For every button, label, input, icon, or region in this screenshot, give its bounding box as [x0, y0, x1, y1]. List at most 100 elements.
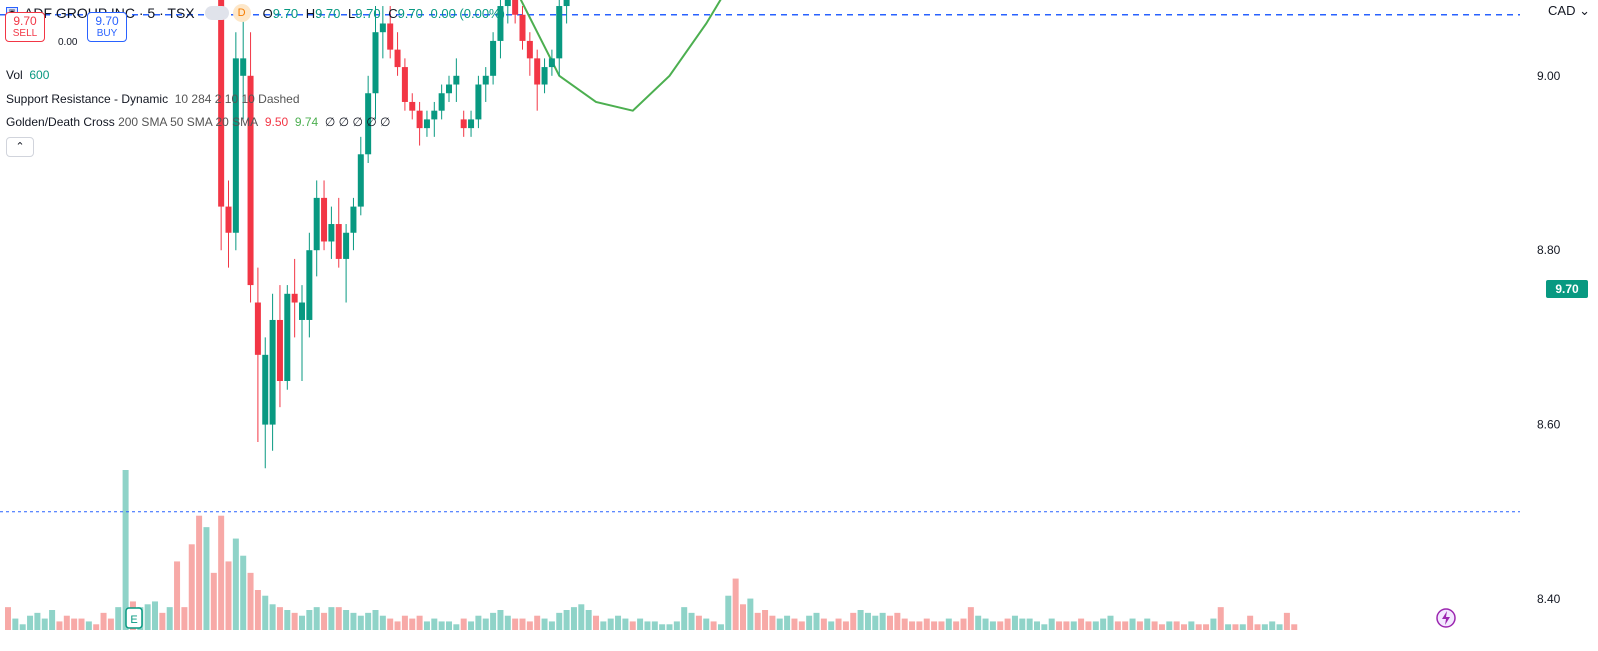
volume-bar [276, 607, 283, 630]
volume-bar [1210, 618, 1217, 630]
volume-bar [174, 561, 181, 630]
volume-bar [960, 618, 967, 630]
earnings-badge[interactable]: E [125, 607, 143, 629]
volume-bar [1100, 618, 1107, 630]
ohlc-high-key: H [305, 5, 316, 21]
volume-bar [203, 527, 210, 630]
volume-bar [563, 610, 570, 630]
volume-bar [1026, 618, 1033, 630]
spread-value: 0.00 [58, 37, 78, 48]
volume-bar [63, 615, 70, 630]
volume-bar [365, 612, 372, 630]
volume-bar [953, 621, 960, 630]
volume-bar [850, 612, 857, 630]
volume-bar [534, 615, 541, 630]
svg-text:E: E [130, 614, 137, 626]
volume-bar [438, 621, 445, 630]
candle-body [453, 75, 460, 85]
volume-bar [740, 604, 746, 630]
volume-bar [725, 595, 732, 630]
legend-collapse-button[interactable]: ⌃ [6, 137, 34, 157]
volume-bar [225, 561, 232, 630]
candle-body [519, 14, 526, 41]
volume-bar [321, 612, 328, 630]
volume-bar [938, 621, 945, 630]
legend-support-resistance[interactable]: Support Resistance - Dynamic 10 284 2 10… [6, 92, 300, 106]
volume-bar [93, 624, 100, 630]
volume-bar [1085, 621, 1092, 630]
volume-bar [732, 578, 739, 630]
candle-body [313, 197, 320, 251]
volume-bar [284, 610, 291, 630]
volume-bar [762, 610, 769, 630]
ohlc-close-value: 9.70 [397, 5, 423, 21]
legend-golden-death-cross[interactable]: Golden/Death Cross 200 SMA 50 SMA 20 SMA… [6, 115, 391, 129]
currency-selector[interactable]: CAD ⌄ [1548, 3, 1590, 19]
candle-body [446, 84, 452, 94]
volume-bar [688, 612, 695, 630]
volume-bar [864, 612, 871, 630]
volume-bar [85, 621, 92, 630]
volume-bar [453, 624, 460, 630]
volume-bar [460, 618, 467, 630]
volume-bar [1158, 624, 1165, 630]
volume-bar [409, 618, 416, 630]
sell-button[interactable]: 9.70 SELL [5, 12, 45, 42]
volume-bar [784, 615, 791, 630]
volume-bar [644, 621, 651, 630]
lightning-icon[interactable] [1436, 608, 1456, 628]
symbol-header: ▣ ADF GROUP INC · 5 · TSX D O9.70 H9.70 … [6, 3, 509, 23]
volume-bar [497, 610, 504, 630]
candle-body [321, 197, 328, 242]
volume-bar [188, 544, 195, 630]
volume-bar [1173, 621, 1180, 630]
volume-bar [379, 615, 386, 630]
price-axis: 10.6010.4010.2010.009.809.609.409.209.00… [1537, 69, 1561, 606]
buy-button[interactable]: 9.70 BUY [87, 12, 127, 42]
volume-bar [1078, 618, 1085, 630]
volume-bar [695, 615, 702, 630]
volume-bar [1034, 621, 1040, 630]
ohlc-low-key: L [348, 5, 356, 21]
volume-bar [820, 618, 827, 630]
sma-50-line [519, 0, 722, 112]
volume-bar [423, 621, 430, 630]
volume-bar [842, 621, 849, 630]
volume-bar [5, 607, 11, 630]
volume-bar [982, 618, 989, 630]
volume-bar [1063, 621, 1070, 630]
volume-bar [754, 612, 761, 630]
sell-label: SELL [12, 28, 38, 39]
volume-bar [1188, 621, 1195, 630]
volume-bar [115, 607, 122, 630]
volume-bar [232, 538, 239, 630]
legend-gdc-label: Golden/Death Cross [6, 115, 115, 129]
candle-body [284, 293, 291, 381]
ohlc-change-value: 0.00 (0.00%) [430, 5, 505, 21]
ohlc-values: O9.70 H9.70 L9.70 C9.70 0.00 (0.00%) [263, 6, 509, 21]
legend-volume[interactable]: Vol 600 [6, 68, 49, 82]
volume-bar [1129, 618, 1136, 630]
volume-bar [78, 618, 85, 630]
legend-gdc-short-value: 9.74 [294, 115, 319, 129]
volume-bar [651, 621, 658, 630]
candle-body [328, 224, 335, 242]
candle-body [372, 32, 379, 94]
volume-bar [1107, 615, 1114, 630]
legend-volume-label: Vol [6, 68, 23, 82]
y-tick-label: 8.40 [1537, 592, 1561, 606]
volume-bar [975, 615, 982, 630]
candle-body [299, 302, 305, 320]
volume-bar [1181, 624, 1187, 630]
volume-bar [394, 621, 401, 630]
market-status-badge[interactable] [204, 6, 229, 20]
candle-body [475, 84, 482, 120]
volume-bar [931, 621, 938, 630]
session-badge[interactable]: D [232, 4, 251, 22]
volume-bar [387, 618, 394, 630]
volume-bar [1269, 621, 1276, 630]
volume-bar [637, 618, 644, 630]
buy-price: 9.70 [95, 14, 119, 28]
candle-body [490, 40, 497, 76]
